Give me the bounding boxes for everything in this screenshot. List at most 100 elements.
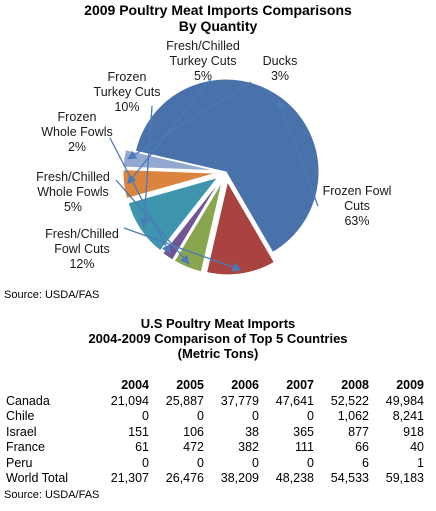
pie-label-line: Ducks	[263, 54, 298, 68]
pie-title: 2009 Poultry Meat Imports Comparisons	[84, 2, 352, 18]
leader-arrow-fresh-chilled-fowl-cuts	[123, 227, 242, 272]
leader-arrow-frozen-turkey-cuts	[139, 105, 153, 228]
table-row: Canada 21,094 25,887 37,779 47,641 52,522 49,9…	[6, 394, 424, 410]
value-cell: 918	[403, 424, 424, 439]
value-cell: 49,984	[385, 393, 424, 408]
pie-label-line: Frozen	[108, 70, 147, 84]
pie-slice-fresh-chilled-fowl-cuts	[205, 180, 275, 276]
pie-slice-fresh-chilled-whole-fowls	[173, 181, 223, 273]
pie-label-frozen-whole-fowls: Frozen Whole Fowls 2%	[41, 110, 113, 154]
value-cell: 52,522	[330, 393, 369, 408]
country-cell: Peru	[6, 455, 33, 470]
table-row: Israel 151 106 38 365 877 918	[6, 425, 424, 441]
pie-label-line: Cuts	[344, 199, 370, 213]
pie-label-fresh-chilled-turkey-cuts: Fresh/Chilled Turkey Cuts 5%	[166, 39, 240, 83]
value-cell: 21,307	[110, 471, 149, 486]
pie-label-percent: 2%	[68, 140, 86, 154]
country-cell: Chile	[6, 409, 35, 424]
pie-label-name: Fresh/Chilled Turkey Cuts	[166, 39, 240, 68]
value-cell: 365	[293, 424, 314, 439]
value-cell: 0	[142, 409, 149, 424]
pie-label-percent: 10%	[114, 100, 139, 114]
pie-label-frozen-fowl-cuts: Frozen Fowl Cuts 63%	[323, 184, 392, 228]
country-cell: Canada	[6, 393, 50, 408]
leader-arrow-ducks	[127, 81, 252, 160]
leader-arrow-fresh-chilled-turkey-cuts	[127, 79, 211, 185]
pie-label-line: Fresh/Chilled	[166, 39, 240, 53]
value-cell: 26,476	[165, 471, 204, 486]
year-header: 2006	[231, 378, 259, 393]
value-cell: 382	[238, 440, 259, 455]
country-header	[6, 378, 94, 394]
pie-label-percent: 5%	[194, 69, 212, 83]
value-cell: 877	[348, 424, 369, 439]
pie-label-line: Fowl Cuts	[54, 242, 110, 256]
pie-label-percent: 12%	[69, 257, 94, 271]
value-cell: 38	[245, 424, 259, 439]
table-row: Peru 0 0 0 0 6 1	[6, 456, 424, 472]
pie-slice-ducks	[122, 149, 217, 172]
pie-label-line: Fresh/Chilled	[45, 227, 119, 241]
pie-label-line: Frozen	[58, 110, 97, 124]
value-cell: 21,094	[110, 393, 149, 408]
value-cell: 47,641	[275, 393, 314, 408]
pie-label-fresh-chilled-fowl-cuts: Fresh/Chilled Fowl Cuts 12%	[45, 227, 119, 271]
pie-source: Source: USDA/FAS	[4, 289, 100, 301]
value-cell: 37,779	[220, 393, 259, 408]
value-cell: 6	[362, 455, 369, 470]
pie-label-name: Frozen Fowl Cuts	[323, 184, 392, 213]
pie-chart: Frozen Fowl Cuts 63%Fresh/Chilled Fowl Cuts…	[36, 39, 391, 276]
value-cell: 0	[307, 409, 314, 424]
table-row: Chile 0 0 0 0 1,062 8,241	[6, 409, 424, 425]
value-cell: 0	[252, 455, 259, 470]
table-subtitle: 2004-2009 Comparison of Top 5 Countries	[88, 331, 348, 346]
year-header: 2009	[396, 378, 424, 393]
value-cell: 61	[135, 440, 149, 455]
country-cell: France	[6, 440, 45, 455]
value-cell: 1	[417, 455, 424, 470]
value-cell: 38,209	[220, 471, 259, 486]
value-cell: 66	[355, 440, 369, 455]
pie-label-line: Whole Fowls	[41, 125, 113, 139]
table-row: France 61 472 382 111 66 40	[6, 440, 424, 456]
value-cell: 8,241	[392, 409, 424, 424]
country-cell: World Total	[6, 471, 69, 486]
pie-labels: Frozen Fowl Cuts 63%Fresh/Chilled Fowl Cuts…	[36, 39, 391, 271]
leader-arrow-frozen-fowl-cuts	[277, 99, 319, 207]
value-cell: 40	[410, 440, 424, 455]
value-cell: 1,062	[337, 409, 369, 424]
pie-label-line: Turkey Cuts	[94, 85, 161, 99]
pie-leader-lines	[109, 79, 319, 272]
imports-table: 2004 2005 2006 2007 2008 2009 Canada 21,0…	[6, 378, 424, 487]
value-cell: 111	[294, 440, 314, 455]
value-cell: 54,533	[330, 471, 369, 486]
pie-label-percent: 63%	[344, 214, 369, 228]
value-cell: 106	[183, 424, 204, 439]
table-source: Source: USDA/FAS	[4, 489, 100, 501]
value-cell: 0	[197, 409, 204, 424]
table-header-row: 2004 2005 2006 2007 2008 2009	[6, 378, 424, 394]
leader-arrow-fresh-chilled-whole-fowls	[115, 179, 190, 265]
value-cell: 59,183	[385, 471, 424, 486]
value-cell: 0	[142, 455, 149, 470]
leader-arrow-frozen-whole-fowls	[109, 137, 171, 255]
pie-label-percent: 3%	[271, 69, 289, 83]
value-cell: 0	[197, 455, 204, 470]
country-cell: Israel	[6, 424, 37, 439]
pie-label-name: Fresh/Chilled Fowl Cuts	[45, 227, 119, 256]
value-cell: 48,238	[275, 471, 314, 486]
pie-slices	[122, 78, 320, 276]
pie-label-line: Whole Fowls	[37, 185, 109, 199]
year-header: 2005	[176, 378, 204, 393]
value-cell: 0	[307, 455, 314, 470]
pie-label-name: Fresh/Chilled Whole Fowls	[36, 170, 110, 199]
pie-slice-frozen-fowl-cuts	[134, 78, 320, 254]
pie-label-ducks: Ducks 3%	[263, 54, 298, 83]
pie-label-percent: 5%	[64, 200, 82, 214]
pie-label-line: Frozen Fowl	[323, 184, 392, 198]
value-cell: 472	[183, 440, 204, 455]
pie-label-frozen-turkey-cuts: Frozen Turkey Cuts 10%	[94, 70, 161, 114]
pie-label-line: Fresh/Chilled	[36, 170, 110, 184]
value-cell: 25,887	[165, 393, 204, 408]
